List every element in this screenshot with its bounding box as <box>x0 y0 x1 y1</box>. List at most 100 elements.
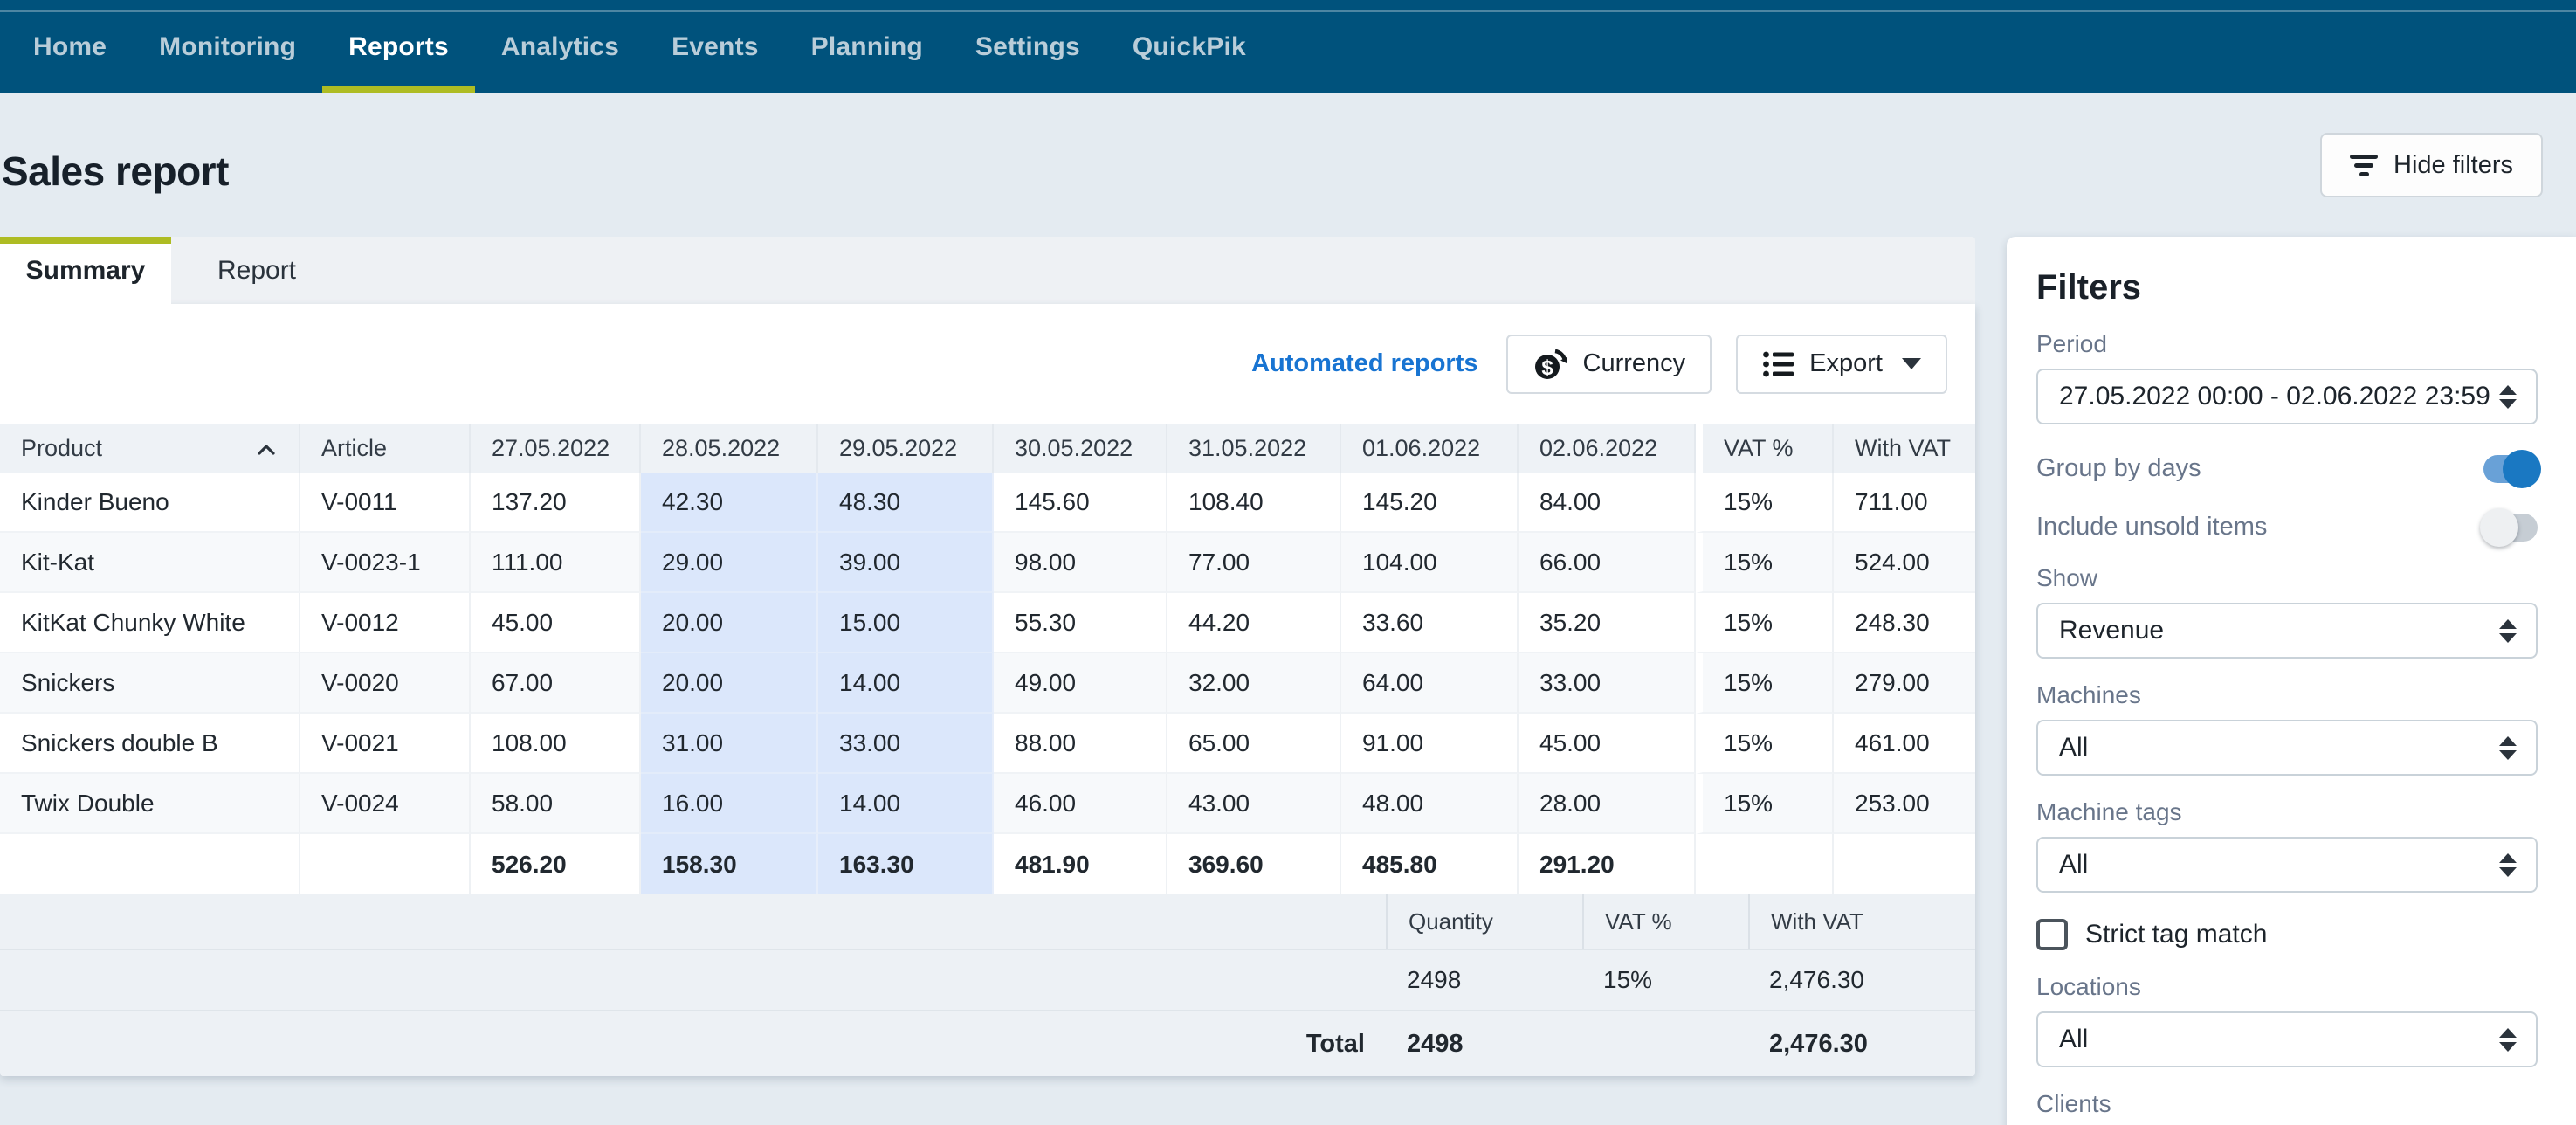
machine-tags-value: All <box>2059 850 2088 880</box>
cell-value-weekend: 42.30 <box>641 473 818 533</box>
nav-item-planning[interactable]: Planning <box>785 0 949 93</box>
tab-report[interactable]: Report <box>171 237 342 304</box>
cell-value: 45.00 <box>471 593 641 653</box>
cell-empty <box>300 834 471 894</box>
period-select[interactable]: 27.05.2022 00:00 - 02.06.2022 23:59 <box>2036 369 2538 424</box>
total-with-vat: 2,476.30 <box>1748 1030 1975 1059</box>
cell-value-weekend: 14.00 <box>818 774 994 834</box>
cell-value-weekend: 48.30 <box>818 473 994 533</box>
group-by-days-row: Group by days <box>2036 454 2538 483</box>
cell-empty <box>1696 834 1834 894</box>
export-button[interactable]: Export <box>1736 335 1947 394</box>
cell-with-vat: 248.30 <box>1834 593 1975 653</box>
cell-value: 108.00 <box>471 714 641 774</box>
nav-item-home[interactable]: Home <box>7 0 133 93</box>
report-table: Product Article 27.05.2022 28.05.2022 29… <box>0 424 1975 894</box>
column-header-date[interactable]: 31.05.2022 <box>1167 424 1341 473</box>
column-header-date[interactable]: 30.05.2022 <box>994 424 1167 473</box>
column-header-date[interactable]: 29.05.2022 <box>818 424 994 473</box>
column-header-product[interactable]: Product <box>0 424 300 473</box>
cell-value: 46.00 <box>994 774 1167 834</box>
currency-button[interactable]: $ Currency <box>1506 335 1712 394</box>
cell-article: V-0023-1 <box>300 533 471 593</box>
nav-item-quickpik[interactable]: QuickPik <box>1106 0 1272 93</box>
cell-value-weekend: 29.00 <box>641 533 818 593</box>
nav-item-reports[interactable]: Reports <box>322 0 475 93</box>
hide-filters-button[interactable]: Hide filters <box>2320 133 2543 197</box>
cell-value: 58.00 <box>471 774 641 834</box>
cell-value-weekend: 39.00 <box>818 533 994 593</box>
group-by-days-label: Group by days <box>2036 454 2201 483</box>
cell-vat: 15% <box>1696 473 1834 533</box>
machine-tags-label: Machine tags <box>2036 798 2538 826</box>
cell-value-weekend: 20.00 <box>641 653 818 714</box>
show-value: Revenue <box>2059 616 2164 645</box>
column-header-with-vat[interactable]: With VAT <box>1834 424 1975 473</box>
cell-article: V-0021 <box>300 714 471 774</box>
cell-article: V-0012 <box>300 593 471 653</box>
list-icon <box>1762 349 1795 379</box>
page-title: Sales report <box>2 148 229 195</box>
column-header-date[interactable]: 01.06.2022 <box>1341 424 1519 473</box>
show-label: Show <box>2036 564 2538 592</box>
cell-value: 145.20 <box>1341 473 1519 533</box>
cell-product: Snickers <box>0 653 300 714</box>
machines-value: All <box>2059 733 2088 763</box>
cell-with-vat: 279.00 <box>1834 653 1975 714</box>
table-row: Kit-Kat V-0023-1 111.00 29.00 39.00 98.0… <box>0 533 1975 593</box>
cell-total: 485.80 <box>1341 834 1519 894</box>
summary-values-row: 2498 15% 2,476.30 <box>0 950 1975 1011</box>
nav-item-analytics[interactable]: Analytics <box>475 0 645 93</box>
column-header-article[interactable]: Article <box>300 424 471 473</box>
report-card: Automated reports $ Currency <box>0 304 1975 1076</box>
export-label: Export <box>1809 349 1883 378</box>
cell-product: Kinder Bueno <box>0 473 300 533</box>
nav-item-settings[interactable]: Settings <box>949 0 1106 93</box>
locations-value: All <box>2059 1025 2088 1054</box>
column-header-date[interactable]: 27.05.2022 <box>471 424 641 473</box>
cell-vat: 15% <box>1696 533 1834 593</box>
page-header: Sales report Hide filters <box>0 93 2576 237</box>
include-unsold-toggle[interactable] <box>2483 514 2538 542</box>
cell-value: 33.60 <box>1341 593 1519 653</box>
summary-section: Quantity VAT % With VAT 2498 15% 2,476.3… <box>0 894 1975 1076</box>
table-row: Twix Double V-0024 58.00 16.00 14.00 46.… <box>0 774 1975 834</box>
cell-vat: 15% <box>1696 593 1834 653</box>
cell-value: 98.00 <box>994 533 1167 593</box>
machines-select[interactable]: All <box>2036 720 2538 776</box>
locations-select[interactable]: All <box>2036 1011 2538 1067</box>
cell-vat: 15% <box>1696 774 1834 834</box>
nav-item-events[interactable]: Events <box>645 0 785 93</box>
column-header-date[interactable]: 28.05.2022 <box>641 424 818 473</box>
automated-reports-link[interactable]: Automated reports <box>1251 349 1477 378</box>
tab-summary[interactable]: Summary <box>0 237 171 304</box>
machine-tags-select[interactable]: All <box>2036 837 2538 893</box>
column-header-date[interactable]: 02.06.2022 <box>1519 424 1696 473</box>
strict-tag-match-checkbox[interactable] <box>2036 919 2068 950</box>
group-by-days-toggle[interactable] <box>2483 455 2538 483</box>
chevron-down-icon <box>1902 358 1921 369</box>
cell-with-vat: 461.00 <box>1834 714 1975 774</box>
cell-value-weekend: 33.00 <box>818 714 994 774</box>
cell-value: 88.00 <box>994 714 1167 774</box>
cell-article: V-0020 <box>300 653 471 714</box>
period-label: Period <box>2036 330 2538 358</box>
filters-panel: Filters Period 27.05.2022 00:00 - 02.06.… <box>2007 237 2576 1125</box>
cell-value: 137.20 <box>471 473 641 533</box>
cell-total: 526.20 <box>471 834 641 894</box>
cell-value: 65.00 <box>1167 714 1341 774</box>
summary-with-vat: 2,476.30 <box>1748 966 1975 994</box>
nav-item-monitoring[interactable]: Monitoring <box>133 0 322 93</box>
cell-value: 145.60 <box>994 473 1167 533</box>
cell-value: 45.00 <box>1519 714 1696 774</box>
include-unsold-row: Include unsold items <box>2036 513 2538 542</box>
cell-value: 84.00 <box>1519 473 1696 533</box>
show-select[interactable]: Revenue <box>2036 603 2538 659</box>
table-row: KitKat Chunky White V-0012 45.00 20.00 1… <box>0 593 1975 653</box>
cell-total: 481.90 <box>994 834 1167 894</box>
column-header-vat[interactable]: VAT % <box>1696 424 1834 473</box>
cell-value-weekend: 16.00 <box>641 774 818 834</box>
currency-icon: $ <box>1533 346 1569 383</box>
report-tabs: Summary Report <box>0 237 1975 304</box>
cell-product: Snickers double B <box>0 714 300 774</box>
